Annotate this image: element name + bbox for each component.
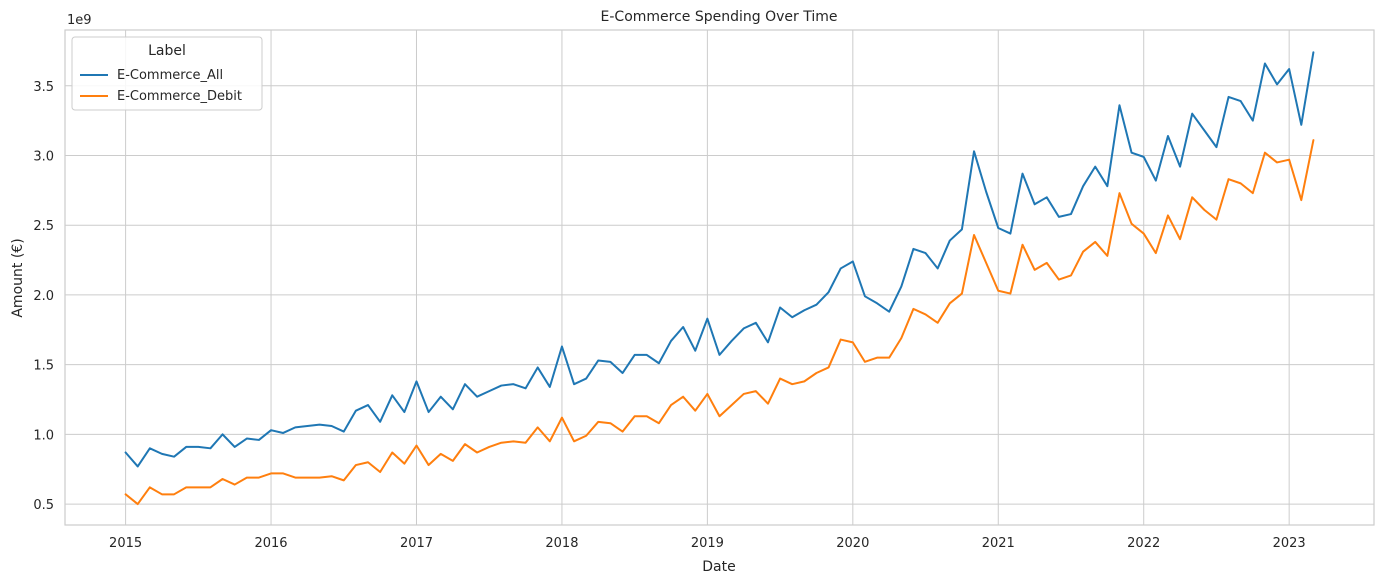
y-tick-label: 1.5 [33,359,54,374]
y-tick-label: 2.0 [33,289,54,304]
x-tick-label: 2022 [1127,536,1160,551]
x-tick-label: 2019 [691,536,724,551]
legend: Label E-Commerce_All E-Commerce_Debit [72,37,262,110]
x-tick-label: 2017 [400,536,433,551]
y-tick-label: 3.0 [33,149,54,164]
legend-entry-all: E-Commerce_All [117,68,223,83]
series-line-e-commerce-debit [126,140,1314,504]
x-tick-label: 2023 [1273,536,1306,551]
x-tick-label: 2018 [545,536,578,551]
x-tick-label: 2015 [109,536,142,551]
y-axis-label: Amount (€) [10,238,26,317]
series-line-e-commerce-all [126,52,1314,466]
legend-entry-debit: E-Commerce_Debit [117,89,242,104]
y-multiplier-label: 1e9 [67,13,92,28]
x-tick-label: 2020 [836,536,869,551]
chart-title: E-Commerce Spending Over Time [601,9,838,25]
x-tick-label: 2016 [254,536,287,551]
legend-title: Label [148,43,186,59]
y-tick-label: 3.5 [33,80,54,95]
x-tick-label: 2021 [982,536,1015,551]
y-tick-label: 1.0 [33,428,54,443]
series-layer [126,52,1314,504]
y-tick-label: 2.5 [33,219,54,234]
y-tick-label: 0.5 [33,498,54,513]
x-axis-label: Date [702,559,735,575]
